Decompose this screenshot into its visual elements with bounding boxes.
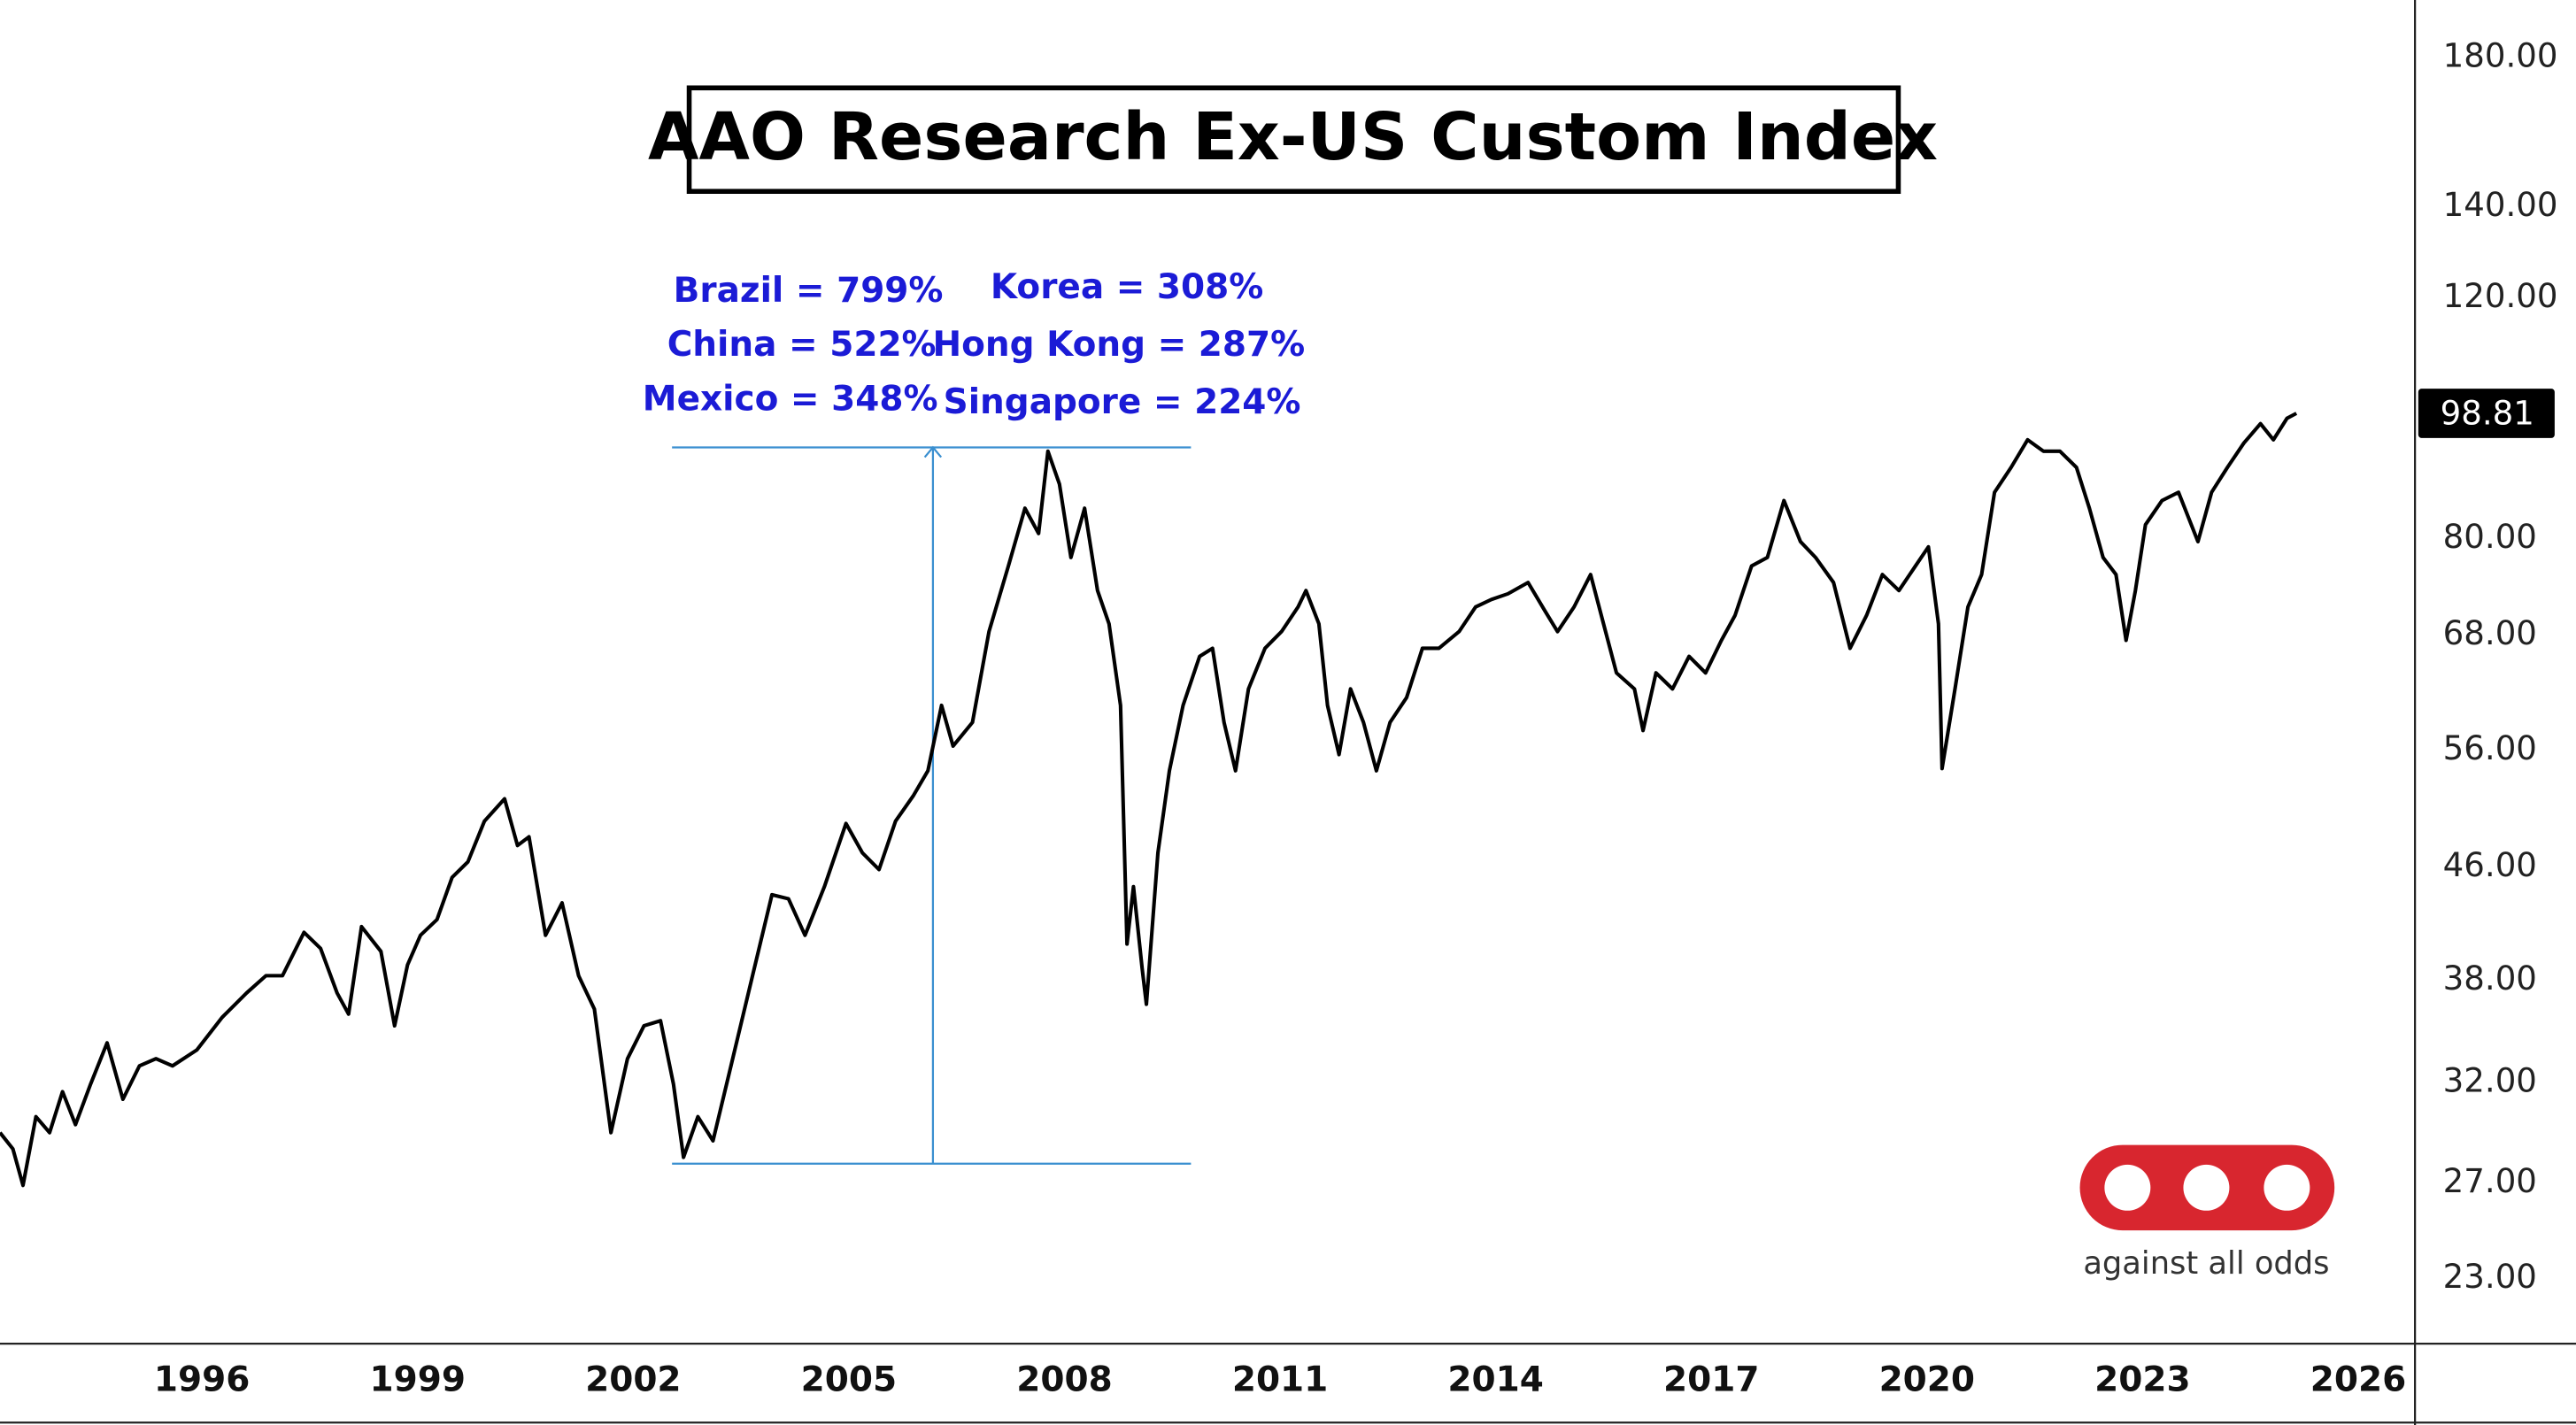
x-tick-label: 2026 xyxy=(2310,1360,2406,1399)
x-tick-label: 2005 xyxy=(801,1360,897,1399)
x-tick-label: 1996 xyxy=(154,1360,250,1399)
x-tick-label: 2017 xyxy=(1663,1360,1759,1399)
y-tick-label: 180.00 xyxy=(2443,36,2558,74)
annotation: Hong Kong = 287% xyxy=(933,325,1306,365)
y-tick-label: 80.00 xyxy=(2443,518,2537,556)
x-tick-label: 1999 xyxy=(370,1360,466,1399)
logo-hole xyxy=(2104,1164,2151,1211)
y-tick-label: 27.00 xyxy=(2443,1162,2537,1200)
x-tick-label: 2020 xyxy=(1879,1360,1975,1399)
logo-text: against all odds xyxy=(2083,1245,2329,1282)
last-price-box xyxy=(2418,389,2555,438)
x-tick-label: 2011 xyxy=(1232,1360,1328,1399)
last-price-label: 98.81 xyxy=(2441,394,2534,432)
x-tick-label: 2014 xyxy=(1447,1360,1543,1399)
annotation: Brazil = 799% xyxy=(674,271,944,311)
y-tick-label: 32.00 xyxy=(2443,1061,2537,1099)
y-tick-label: 56.00 xyxy=(2443,729,2537,767)
annotation: Korea = 308% xyxy=(991,267,1263,307)
y-tick-label: 23.00 xyxy=(2443,1258,2537,1296)
y-tick-label: 120.00 xyxy=(2443,277,2558,315)
chart-title: AAO Research Ex-US Custom Index xyxy=(648,98,1938,175)
logo: against all odds xyxy=(2079,1144,2335,1282)
index-line xyxy=(0,412,2298,1188)
y-tick-label: 38.00 xyxy=(2443,959,2537,998)
y-tick-label: 68.00 xyxy=(2443,614,2537,652)
y-tick-label: 140.00 xyxy=(2443,186,2558,224)
logo-hole xyxy=(2264,1164,2310,1211)
x-tick-label: 2002 xyxy=(585,1360,681,1399)
logo-hole xyxy=(2183,1164,2230,1211)
y-tick-label: 46.00 xyxy=(2443,846,2537,884)
x-tick-label: 2023 xyxy=(2094,1360,2190,1399)
x-tick-label: 2008 xyxy=(1016,1360,1112,1399)
annotation: Mexico = 348% xyxy=(643,379,938,419)
title-box xyxy=(686,85,1901,194)
annotation: China = 522% xyxy=(667,325,937,365)
measure-arrowhead xyxy=(923,445,943,458)
annotation: Singapore = 224% xyxy=(944,382,1301,422)
